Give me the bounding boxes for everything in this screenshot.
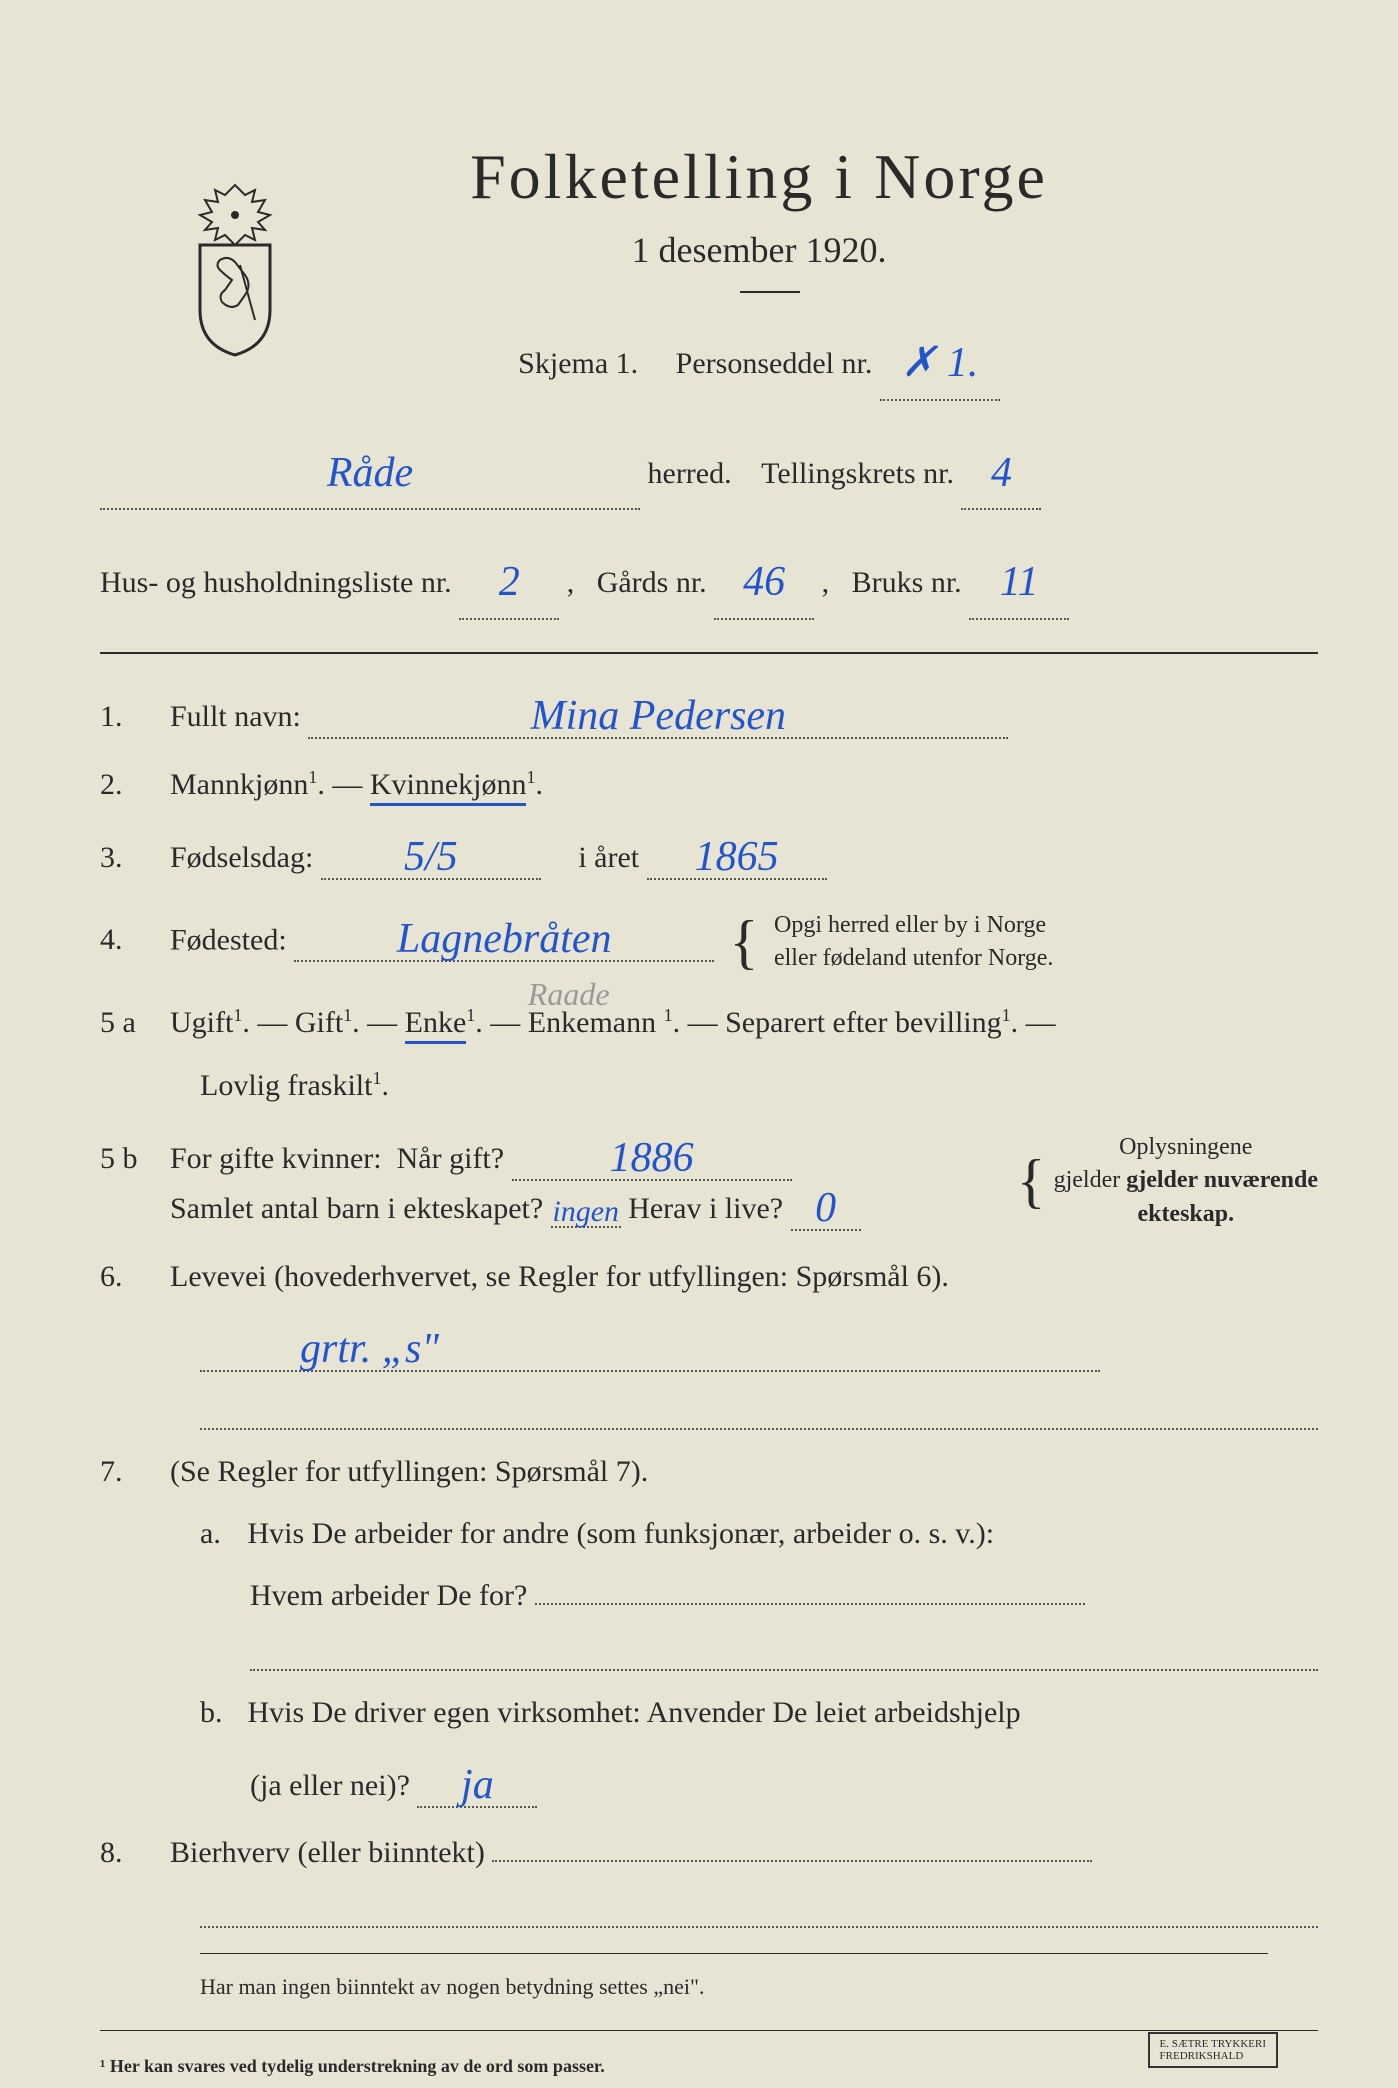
q5a-sub: Lovlig fraskilt1. xyxy=(200,1068,1318,1103)
q7-num: 7. xyxy=(100,1455,170,1489)
husliste-label: Hus- og husholdningsliste nr. xyxy=(100,566,452,599)
q3-row: 3. Fødselsdag: 5/5 i året 1865 xyxy=(100,830,1318,880)
header: Folketelling i Norge 1 desember 1920. xyxy=(100,140,1318,293)
tellingskrets-label: Tellingskrets nr. xyxy=(761,457,954,490)
q5a-enke: Enke xyxy=(405,1006,467,1044)
q5a-num: 5 a xyxy=(100,1006,170,1040)
q5b-label1: For gifte kvinner: xyxy=(170,1142,382,1175)
footnote2: ¹ Her kan svares ved tydelig understrekn… xyxy=(100,2056,1318,2077)
personseddel-nr: ✗ 1. xyxy=(901,340,978,386)
q7a-text2: Hvem arbeider De for? xyxy=(250,1579,527,1612)
q3-label: Fødselsdag: xyxy=(170,841,313,874)
q4-row: 4. Fødested: Lagnebråten { Opgi herred e… xyxy=(100,908,1318,977)
skjema-line: Skjema 1. Personseddel nr. ✗ 1. xyxy=(200,323,1318,401)
q3-day: 5/5 xyxy=(404,834,458,880)
q5a-ugift: Ugift xyxy=(170,1006,233,1039)
q6-label: Levevei (hovederhvervet, se Regler for u… xyxy=(170,1260,1318,1294)
q1-value: Mina Pedersen xyxy=(531,693,786,739)
skjema-label: Skjema 1. xyxy=(518,347,638,380)
q7b-num: b. xyxy=(200,1696,240,1730)
herred-label: herred. xyxy=(648,457,732,490)
q5b-label3: Samlet antal barn i ekteskapet? xyxy=(170,1192,543,1225)
q8-blank xyxy=(200,1898,1318,1928)
q7b-text1: Hvis De driver egen virksomhet: Anvender… xyxy=(248,1696,1021,1729)
q5b-side2: gjelder gjelder nuværende xyxy=(1054,1167,1318,1193)
herred-value: Råde xyxy=(327,450,413,496)
printer-stamp: E. SÆTRE TRYKKERI FREDRIKSHALD xyxy=(1148,2032,1278,2068)
q6-num: 6. xyxy=(100,1260,170,1294)
subtitle: 1 desember 1920. xyxy=(200,229,1318,271)
q8-num: 8. xyxy=(100,1836,170,1870)
q6-row: 6. Levevei (hovederhvervet, se Regler fo… xyxy=(100,1260,1318,1294)
q7b-text2: (ja eller nei)? xyxy=(250,1769,410,1802)
q8-label: Bierhverv (eller biinntekt) xyxy=(170,1836,485,1869)
q6-value: grtr. „s" xyxy=(300,1326,439,1372)
q7b-value: ja xyxy=(461,1762,494,1808)
q4-pencil: Raade xyxy=(528,976,610,1013)
personseddel-label: Personseddel nr. xyxy=(676,347,873,380)
q7a-num: a. xyxy=(200,1517,240,1551)
q5a-gift: Gift xyxy=(295,1006,343,1039)
q3-num: 3. xyxy=(100,841,170,875)
husliste-nr: 2 xyxy=(499,559,520,605)
q4-num: 4. xyxy=(100,923,170,957)
q5b-year: 1886 xyxy=(610,1135,694,1181)
q4-side1: Opgi herred eller by i Norge xyxy=(774,912,1046,938)
q7b-row: b. Hvis De driver egen virksomhet: Anven… xyxy=(200,1696,1318,1730)
q3-year: 1865 xyxy=(695,834,779,880)
q5b-side3: ekteskap. xyxy=(1137,1201,1234,1227)
census-form-page: Folketelling i Norge 1 desember 1920. Sk… xyxy=(100,140,1318,2088)
bruks-nr: 11 xyxy=(1000,559,1039,605)
q6-blank-line xyxy=(200,1400,1318,1430)
q5b-row: 5 b For gifte kvinner: Når gift? 1886 Sa… xyxy=(100,1131,1318,1232)
section-divider xyxy=(100,652,1318,654)
husliste-line: Hus- og husholdningsliste nr. 2 , Gårds … xyxy=(100,542,1318,620)
q6-value-line: grtr. „s" xyxy=(200,1322,1318,1372)
q7a-text1: Hvis De arbeider for andre (som funksjon… xyxy=(248,1517,995,1550)
q2-mann: Mannkjønn xyxy=(170,768,308,801)
q5b-num: 5 b xyxy=(100,1142,170,1176)
q2-num: 2. xyxy=(100,768,170,802)
q5a-separert: Separert efter bevilling xyxy=(725,1006,1002,1039)
q5a-row: 5 a Ugift1. — Gift1. — Enke1. — Raade En… xyxy=(100,1005,1318,1040)
q3-year-label: i året xyxy=(578,841,639,874)
gards-label: Gårds nr. xyxy=(597,566,707,599)
q5b-live: 0 xyxy=(815,1185,836,1231)
divider xyxy=(740,291,800,293)
q7b-sub: (ja eller nei)? ja xyxy=(250,1758,1318,1808)
footnote-divider xyxy=(200,1953,1268,1954)
stamp-line1: E. SÆTRE TRYKKERI xyxy=(1160,2038,1266,2050)
q1-num: 1. xyxy=(100,700,170,734)
footnote-divider2 xyxy=(100,2030,1318,2031)
q7-row: 7. (Se Regler for utfyllingen: Spørsmål … xyxy=(100,1455,1318,1489)
q5b-label4: Herav i live? xyxy=(628,1192,783,1225)
q5b-label2: Når gift? xyxy=(397,1142,504,1175)
herred-line: Råde herred. Tellingskrets nr. 4 xyxy=(100,433,1318,511)
q7a-row: a. Hvis De arbeider for andre (som funks… xyxy=(200,1517,1318,1551)
tellingskrets-nr: 4 xyxy=(991,450,1012,496)
q2-row: 2. Mannkjønn1. — Kvinnekjønn1. xyxy=(100,767,1318,802)
q7a-sub: Hvem arbeider De for? xyxy=(250,1579,1318,1613)
q7-label: (Se Regler for utfyllingen: Spørsmål 7). xyxy=(170,1455,1318,1489)
q8-row: 8. Bierhverv (eller biinntekt) xyxy=(100,1836,1318,1870)
q5a-lovlig: Lovlig fraskilt xyxy=(200,1069,372,1102)
q1-label: Fullt navn: xyxy=(170,700,301,733)
footnote1: Har man ingen biinntekt av nogen betydni… xyxy=(200,1974,1318,2000)
bruks-label: Bruks nr. xyxy=(852,566,962,599)
q5b-barn: ingen xyxy=(552,1195,619,1228)
q4-value: Lagnebråten xyxy=(397,916,612,962)
q4-label: Fødested: xyxy=(170,923,287,956)
main-title: Folketelling i Norge xyxy=(200,140,1318,214)
q5b-side1: Oplysningene xyxy=(1119,1134,1252,1160)
q1-row: 1. Fullt navn: Mina Pedersen xyxy=(100,689,1318,739)
q7a-blank xyxy=(250,1641,1318,1671)
gards-nr: 46 xyxy=(743,559,785,605)
q4-side2: eller fødeland utenfor Norge. xyxy=(774,945,1053,971)
stamp-line2: FREDRIKSHALD xyxy=(1160,2050,1244,2062)
q2-kvinne: Kvinnekjønn xyxy=(370,768,527,806)
